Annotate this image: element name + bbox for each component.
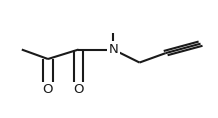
Text: O: O — [43, 83, 53, 96]
Text: O: O — [73, 83, 84, 96]
Text: N: N — [109, 43, 118, 56]
Text: N: N — [109, 43, 118, 56]
